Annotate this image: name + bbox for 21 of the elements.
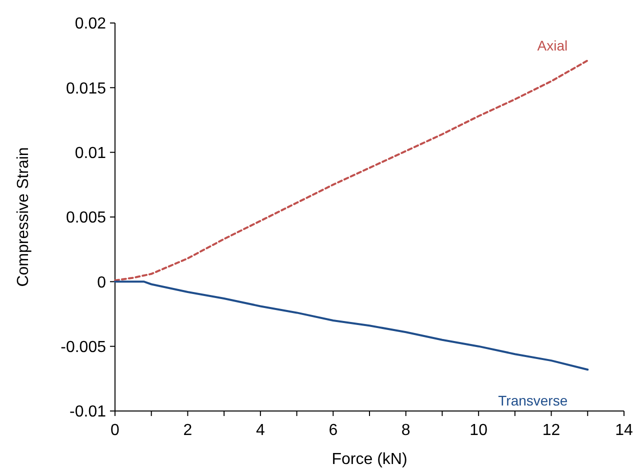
y-tick-label: 0.01 — [74, 144, 106, 162]
y-tick-label: 0.005 — [66, 210, 106, 227]
x-tick-label: 0 — [110, 422, 120, 439]
series-label: Axial — [537, 38, 568, 54]
x-tick-label: 8 — [401, 422, 410, 439]
y-tick-label: 0.02 — [74, 16, 106, 33]
y-tick-label: 0.015 — [66, 80, 106, 98]
line-series — [114, 280, 589, 371]
y-tick-label: -0.005 — [60, 338, 106, 356]
x-tick-label: 10 — [470, 422, 488, 439]
y-tick-label: 0 — [97, 274, 106, 292]
series-label: Transverse — [498, 392, 568, 409]
line-series — [114, 60, 589, 282]
y-axis-title: Compressive Strain — [15, 147, 32, 287]
y-tick-label: -0.01 — [70, 404, 106, 421]
x-tick-label: 4 — [256, 422, 265, 439]
x-tick-label: 6 — [328, 422, 338, 439]
x-tick-label: 2 — [183, 422, 192, 439]
x-tick-label: 12 — [542, 422, 560, 439]
x-tick-label: 14 — [615, 422, 633, 439]
x-axis-title: Force (kN) — [332, 451, 408, 468]
